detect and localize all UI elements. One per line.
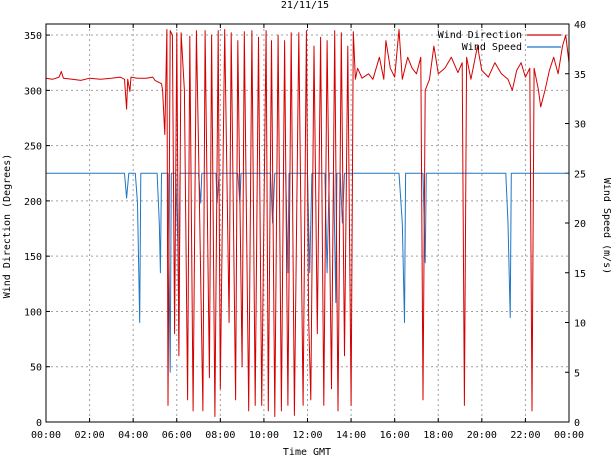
y-left-tick-label: 250 (24, 142, 42, 153)
legend: Wind Direction Wind Speed (438, 30, 561, 53)
axis-ticks: 00:00 02:00 04:00 06:00 08:00 10:00 12:00 14:00… (24, 20, 586, 441)
y-right-tick-label: 35 (574, 70, 586, 81)
y-right-tick-label: 15 (574, 269, 586, 280)
y-left-tick-label: 350 (24, 31, 42, 42)
y-left-tick-label: 50 (30, 363, 42, 374)
plot-frame (45, 23, 570, 423)
x-tick-label: 16:00 (380, 430, 410, 441)
y-left-tick-label: 200 (24, 197, 42, 208)
x-tick-label: 14:00 (336, 430, 366, 441)
chart-title: 21/11/15 (281, 0, 329, 11)
x-tick-label: 00:00 (554, 430, 584, 441)
x-tick-label: 02:00 (75, 430, 105, 441)
series-lines (45, 29, 570, 417)
x-tick-label: 12:00 (292, 430, 322, 441)
x-tick-label: 04:00 (118, 430, 148, 441)
y-right-tick-label: 25 (574, 169, 586, 180)
y-left-tick-label: 0 (36, 418, 42, 429)
wind-speed-line (46, 172, 569, 373)
y-right-tick-label: 10 (574, 319, 586, 330)
y-right-tick-label: 0 (574, 418, 580, 429)
x-tick-label: 06:00 (162, 430, 192, 441)
x-tick-label: 18:00 (423, 430, 453, 441)
y-right-tick-label: 20 (574, 219, 586, 230)
y-left-tick-label: 300 (24, 86, 42, 97)
left-y-axis-label: Wind Direction (Degrees) (2, 154, 13, 299)
right-y-axis-label: Wind Speed (m/s) (601, 178, 611, 274)
x-axis-label: Time GMT (283, 447, 331, 458)
wind-direction-line (45, 29, 570, 417)
y-right-tick-label: 40 (574, 20, 586, 31)
x-tick-label: 08:00 (205, 430, 235, 441)
x-tick-label: 22:00 (510, 430, 540, 441)
y-right-tick-label: 30 (574, 120, 586, 131)
y-right-tick-label: 5 (574, 368, 580, 379)
x-tick-label: 20:00 (467, 430, 497, 441)
legend-label-wind-speed: Wind Speed (462, 42, 522, 53)
x-tick-label: 00:00 (31, 430, 61, 441)
x-tick-label: 10:00 (249, 430, 279, 441)
y-left-tick-label: 100 (24, 307, 42, 318)
legend-label-wind-direction: Wind Direction (438, 30, 522, 41)
y-left-tick-label: 150 (24, 252, 42, 263)
